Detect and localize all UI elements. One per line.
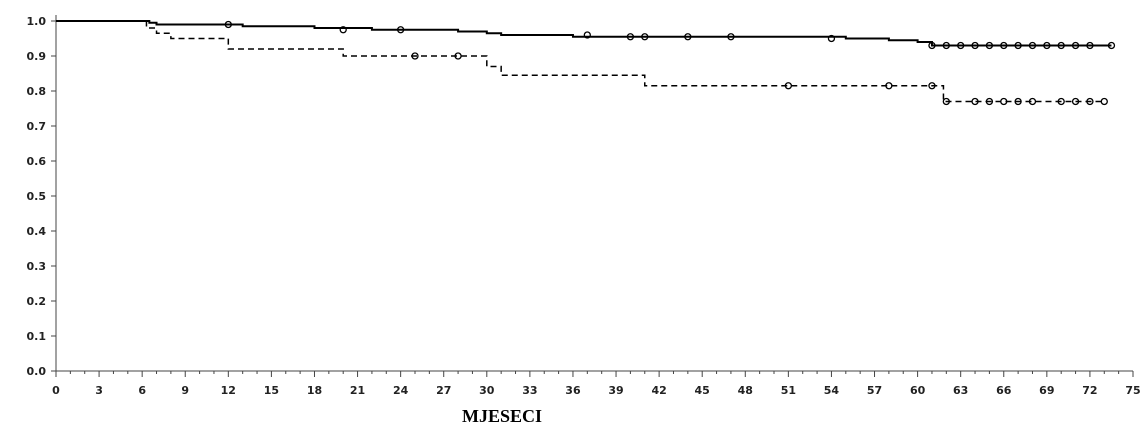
series-2-censor-mark	[885, 82, 893, 90]
x-axis-ticks: 0 3 6 9 12 15 18 21 24 27 30 33 36 39 42 45 48 51 54 57 60 63…	[52, 371, 1141, 397]
series-2-censor-mark	[1000, 97, 1008, 106]
y-tick-label: 0.8	[27, 85, 47, 98]
series-1-censor-mark	[641, 33, 649, 41]
y-tick-label: 0.0	[27, 365, 47, 378]
x-tick-label: 30	[479, 384, 495, 397]
x-tick-label: 36	[565, 384, 581, 397]
x-tick-label: 27	[436, 384, 451, 397]
series-2-censor-mark	[1071, 97, 1080, 106]
series-2-censor-mark	[1086, 97, 1094, 106]
series-1-censor-mark	[1071, 41, 1080, 50]
series-1-censor-mark	[1028, 41, 1037, 50]
series-2-censor-mark	[1100, 97, 1108, 106]
series-2-censor-mark	[928, 82, 936, 90]
series-1-censor-mark	[942, 41, 950, 50]
x-axis-label: MJESECI	[462, 406, 542, 426]
x-tick-label: 60	[910, 384, 926, 397]
y-tick-label: 0.4	[27, 225, 47, 238]
x-tick-label: 33	[522, 384, 537, 397]
x-tick-label: 63	[953, 384, 968, 397]
x-tick-label: 15	[264, 384, 279, 397]
series-1-censor-mark	[583, 31, 591, 39]
y-tick-label: 0.7	[27, 120, 47, 133]
series-1-censor-mark	[985, 41, 994, 50]
series-1-censor-mark	[827, 34, 836, 43]
x-tick-label: 69	[1039, 384, 1054, 397]
x-tick-label: 6	[138, 384, 146, 397]
x-tick-label: 45	[695, 384, 710, 397]
series-1-censor-mark	[684, 33, 692, 41]
x-tick-label: 39	[608, 384, 623, 397]
series-1-censor-mark	[928, 41, 936, 50]
series-2-censor-mark	[784, 82, 793, 90]
series-2-line	[56, 20, 1105, 103]
x-tick-label: 24	[393, 384, 409, 397]
series-2-censor-mark	[1014, 97, 1022, 106]
x-tick-label: 3	[95, 384, 103, 397]
x-tick-label: 18	[307, 384, 322, 397]
y-tick-label: 0.5	[27, 190, 47, 203]
x-tick-label: 54	[824, 384, 840, 397]
x-tick-label: 9	[181, 384, 189, 397]
series-1-censor-mark	[1107, 41, 1116, 50]
series-2-censor-mark	[985, 97, 994, 106]
x-tick-label: 42	[651, 384, 666, 397]
y-tick-label: 0.1	[27, 330, 47, 343]
x-tick-label: 75	[1125, 384, 1140, 397]
series-1-line	[56, 20, 1112, 47]
x-tick-label: 48	[738, 384, 753, 397]
series-2-censor-mark	[454, 52, 462, 60]
series-1-censor-mark	[971, 41, 979, 50]
y-tick-label: 0.3	[27, 260, 47, 273]
series-2-censor-mark	[1028, 97, 1037, 106]
y-tick-label: 0.9	[27, 50, 47, 63]
series-1-censor-mark	[339, 26, 347, 34]
series-2-censor-mark	[971, 97, 979, 106]
series-1-censor-mark	[1057, 41, 1065, 50]
series-2-censor-mark	[1057, 97, 1065, 106]
y-tick-label: 1.0	[27, 15, 47, 28]
series-2-censor-mark	[942, 97, 950, 106]
x-tick-label: 21	[350, 384, 365, 397]
series-2-censor-mark	[411, 52, 419, 60]
series-1-censor-mark	[1043, 41, 1051, 50]
x-tick-label: 72	[1082, 384, 1097, 397]
x-tick-label: 12	[221, 384, 236, 397]
series-1-censor-mark	[727, 33, 735, 41]
x-tick-label: 51	[781, 384, 796, 397]
axes	[55, 15, 1133, 372]
x-tick-label: 66	[996, 384, 1012, 397]
series-1-censor-mark	[626, 33, 635, 41]
series-1-censor-mark	[957, 41, 965, 50]
series-layer	[56, 20, 1116, 106]
series-1-censor-mark	[1086, 41, 1094, 50]
y-tick-label: 0.6	[27, 155, 47, 168]
series-1-censor-mark	[1014, 41, 1022, 50]
series-1-censor-mark	[224, 20, 232, 29]
x-tick-label: 0	[52, 384, 60, 397]
x-tick-label: 57	[867, 384, 882, 397]
y-tick-label: 0.2	[27, 295, 47, 308]
series-1-censor-mark	[396, 26, 405, 34]
y-axis-ticks: 0.0 0.1 0.2 0.3 0.4 0.5 0.6 0.7 0.8 0.9 1.0	[27, 15, 56, 378]
series-1-censor-mark	[1000, 41, 1008, 50]
